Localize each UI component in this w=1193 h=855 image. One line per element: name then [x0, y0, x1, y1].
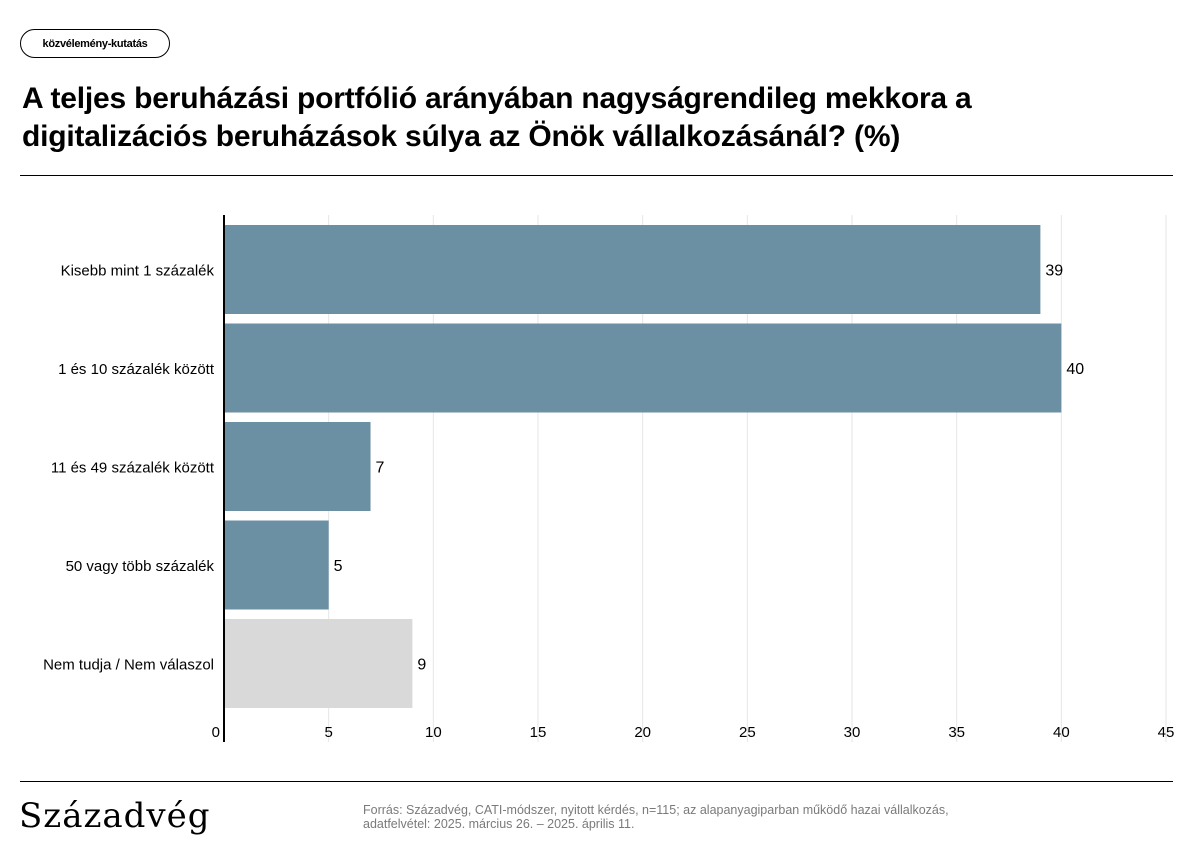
x-tick-label: 35 [948, 724, 965, 741]
x-tick-label: 5 [324, 724, 332, 741]
data-label: 39 [1045, 263, 1063, 280]
bar [224, 520, 329, 610]
x-tick-label: 20 [634, 724, 651, 741]
chart-title: A teljes beruházási portfólió arányában … [22, 82, 972, 153]
category-tag: közvélemény-kutatás [20, 29, 170, 58]
source-note: Forrás: Századvég, CATI-módszer, nyitott… [363, 803, 1063, 831]
x-tick-label: 0 [212, 724, 220, 741]
category-label: 11 és 49 százalék között [51, 460, 215, 477]
x-tick-label: 15 [530, 724, 547, 741]
data-label: 9 [417, 657, 426, 674]
category-label: 1 és 10 százalék között [58, 361, 215, 378]
category-label: 50 vagy több százalék [66, 558, 215, 575]
bar [224, 422, 371, 511]
x-tick-label: 40 [1053, 724, 1070, 741]
x-tick-label: 45 [1158, 724, 1175, 741]
category-label: Nem tudja / Nem válaszol [43, 657, 214, 674]
category-label: Kisebb mint 1 százalék [61, 263, 215, 280]
bar [224, 323, 1062, 413]
data-label: 5 [334, 558, 343, 575]
source-line-1: Forrás: Századvég, CATI-módszer, nyitott… [363, 803, 949, 817]
x-tick-label: 10 [425, 724, 442, 741]
x-tick-label: 25 [739, 724, 756, 741]
bar [224, 619, 413, 708]
bar-chart: 39 Kisebb mint 1 százalék 40 1 és 10 százal… [43, 215, 1175, 742]
bar [224, 225, 1041, 314]
brand-logo: Századvég [19, 796, 211, 836]
source-line-2: adatfelvétel: 2025. március 26. – 2025. … [363, 817, 635, 831]
x-tick-label: 30 [844, 724, 861, 741]
footer-divider [20, 781, 1173, 782]
data-label: 7 [376, 460, 385, 477]
data-label: 40 [1066, 361, 1084, 378]
title-divider [20, 175, 1173, 176]
